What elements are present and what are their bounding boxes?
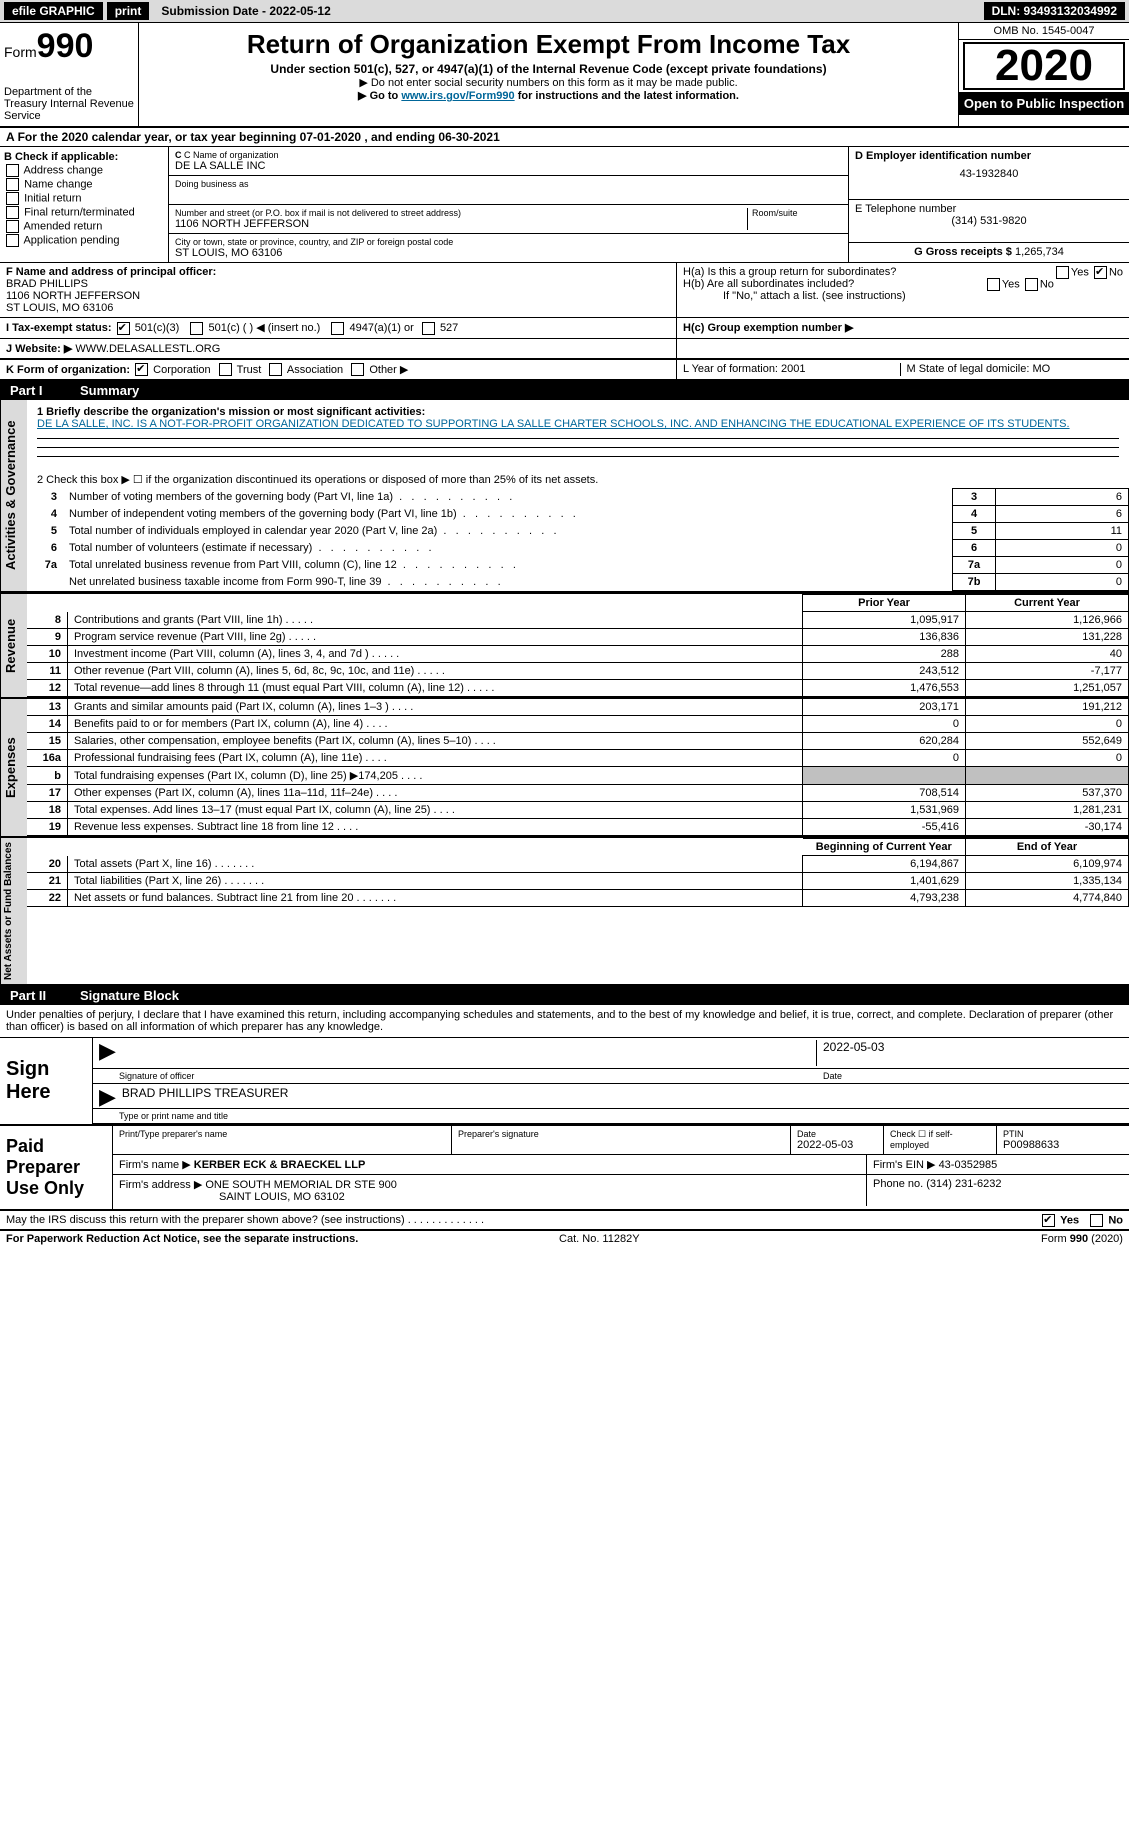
expenses-section: Expenses 13Grants and similar amounts pa… [0, 699, 1129, 838]
side-netassets: Net Assets or Fund Balances [0, 838, 27, 984]
officer-name: BRAD PHILLIPS TREASURER [122, 1086, 289, 1106]
arrow-icon: ▶ [99, 1040, 116, 1066]
dept-label: Department of the Treasury Internal Reve… [4, 86, 134, 122]
gross-receipts: 1,265,734 [1015, 246, 1064, 258]
dln-label: DLN: 93493132034992 [984, 2, 1125, 20]
phone: (314) 531-9820 [855, 215, 1123, 227]
row-ij: I Tax-exempt status: 501(c)(3) 501(c) ( … [0, 318, 1129, 339]
efile-button[interactable]: efile GRAPHIC [4, 2, 103, 20]
submission-date: Submission Date - 2022-05-12 [153, 2, 338, 20]
website: WWW.DELASALLESTL.ORG [75, 343, 220, 355]
sign-here-label: Sign Here [0, 1038, 93, 1124]
column-b: B Check if applicable: Address change Na… [0, 147, 169, 262]
activities-governance: Activities & Governance 1 Briefly descri… [0, 400, 1129, 593]
row-klm: K Form of organization: Corporation Trus… [0, 360, 1129, 382]
part1-header: Part I Summary [0, 381, 1129, 400]
gov-table: 3Number of voting members of the governi… [27, 488, 1129, 591]
org-name: DE LA SALLE INC [175, 160, 842, 172]
section-bcde: B Check if applicable: Address change Na… [0, 147, 1129, 263]
declaration: Under penalties of perjury, I declare th… [0, 1005, 1129, 1038]
tax-year: 2020 [963, 42, 1125, 90]
page-footer: For Paperwork Reduction Act Notice, see … [0, 1231, 1129, 1247]
revenue-section: Revenue Prior YearCurrent Year8Contribut… [0, 593, 1129, 699]
row-j: J Website: ▶ WWW.DELASALLESTL.ORG [0, 339, 1129, 360]
line-a: A For the 2020 calendar year, or tax yea… [0, 128, 1129, 147]
side-governance: Activities & Governance [0, 400, 27, 591]
column-c: C C Name of organization DE LA SALLE INC… [169, 147, 849, 262]
paid-preparer-section: Paid Preparer Use Only Print/Type prepar… [0, 1124, 1129, 1211]
subtitle-2b: ▶ Go to www.irs.gov/Form990 for instruct… [149, 89, 948, 102]
side-expenses: Expenses [0, 699, 27, 836]
open-to-public: Open to Public Inspection [959, 92, 1129, 115]
irs-discuss: May the IRS discuss this return with the… [0, 1211, 1129, 1231]
form-number: Form990 [4, 27, 134, 66]
row-fh: F Name and address of principal officer:… [0, 263, 1129, 318]
revenue-table: Prior YearCurrent Year8Contributions and… [27, 594, 1129, 697]
print-button[interactable]: print [107, 2, 150, 20]
org-address: 1106 NORTH JEFFERSON [175, 218, 747, 230]
subtitle-1: Under section 501(c), 527, or 4947(a)(1)… [149, 62, 948, 76]
top-toolbar: efile GRAPHIC print Submission Date - 20… [0, 0, 1129, 23]
expenses-table: 13Grants and similar amounts paid (Part … [27, 699, 1129, 836]
omb-number: OMB No. 1545-0047 [959, 23, 1129, 40]
sign-here-section: Sign Here ▶ 2022-05-03 Signature of offi… [0, 1038, 1129, 1124]
column-de: D Employer identification number 43-1932… [849, 147, 1129, 262]
subtitle-2a: ▶ Do not enter social security numbers o… [149, 76, 948, 89]
ein: 43-1932840 [855, 168, 1123, 180]
side-revenue: Revenue [0, 594, 27, 697]
org-city: ST LOUIS, MO 63106 [175, 247, 842, 259]
netassets-table: Beginning of Current YearEnd of Year20To… [27, 838, 1129, 907]
arrow-icon: ▶ [99, 1086, 116, 1106]
mission-text: DE LA SALLE, INC. IS A NOT-FOR-PROFIT OR… [37, 418, 1070, 430]
netassets-section: Net Assets or Fund Balances Beginning of… [0, 838, 1129, 986]
paid-preparer-label: Paid Preparer Use Only [0, 1126, 112, 1209]
part2-header: Part II Signature Block [0, 986, 1129, 1005]
form-title: Return of Organization Exempt From Incom… [149, 29, 948, 60]
irs-link[interactable]: www.irs.gov/Form990 [401, 90, 514, 102]
form-header: Form990 Department of the Treasury Inter… [0, 23, 1129, 128]
